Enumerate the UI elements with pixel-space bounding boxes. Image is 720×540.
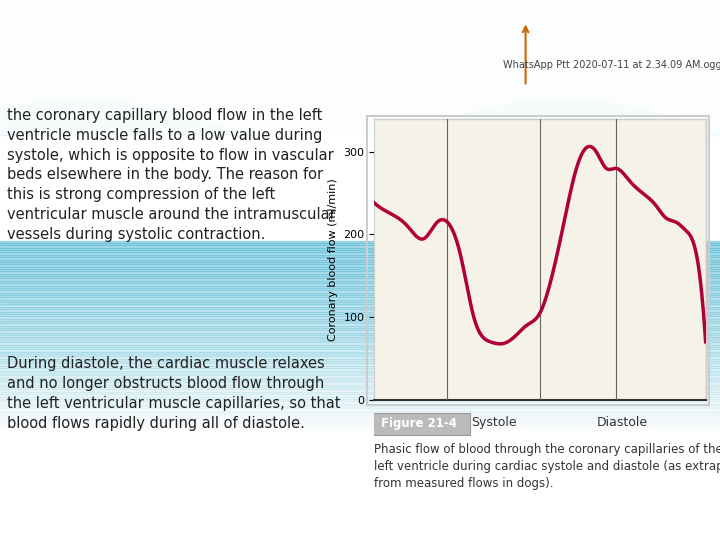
Bar [0, 403, 720, 406]
Bar [0, 309, 720, 312]
Bar [0, 286, 720, 288]
Bar [0, 422, 720, 425]
Bar [0, 257, 720, 260]
Bar [0, 288, 720, 291]
Bar [0, 271, 720, 274]
Bar [0, 418, 720, 420]
Bar [0, 382, 720, 384]
Bar [0, 427, 720, 430]
Bar [0, 316, 720, 319]
Text: Diastole: Diastole [597, 416, 649, 429]
Bar [0, 361, 720, 363]
Bar [0, 298, 720, 300]
Bar [0, 276, 720, 279]
Bar [0, 250, 720, 252]
Text: Systole: Systole [471, 416, 516, 429]
Bar [0, 340, 720, 342]
Bar [0, 394, 720, 396]
Bar [0, 356, 720, 359]
Bar [0, 408, 720, 411]
Y-axis label: Coronary blood flow (ml/min): Coronary blood flow (ml/min) [328, 178, 338, 341]
Bar [0, 252, 720, 255]
Bar [0, 283, 720, 286]
Bar [0, 323, 720, 326]
Bar [0, 396, 720, 399]
Bar [0, 347, 720, 349]
Bar [0, 241, 720, 243]
Bar [0, 354, 720, 356]
Bar [0, 380, 720, 382]
Bar [0, 248, 720, 250]
Bar [0, 342, 720, 345]
Bar [0, 264, 720, 267]
Bar [0, 375, 720, 377]
Bar [0, 295, 720, 298]
Bar [0, 260, 720, 262]
Bar [0, 370, 720, 373]
Bar [0, 392, 720, 394]
Bar [0, 328, 720, 330]
Bar [0, 319, 720, 321]
Bar [0, 349, 720, 352]
Bar [0, 359, 720, 361]
Bar [0, 279, 720, 281]
Bar [0, 274, 720, 276]
Bar [0, 387, 720, 389]
Bar [0, 300, 720, 302]
Bar [0, 245, 720, 248]
Bar [0, 269, 720, 271]
Bar [0, 293, 720, 295]
Bar [0, 366, 720, 368]
Bar [0, 326, 720, 328]
Bar [0, 335, 720, 338]
Bar [0, 262, 720, 264]
Bar [0, 333, 720, 335]
Bar [0, 368, 720, 370]
Bar [0, 415, 720, 418]
Bar [0, 384, 720, 387]
Bar [0, 281, 720, 283]
Bar [0, 330, 720, 333]
Bar [0, 399, 720, 401]
Bar [0, 290, 720, 293]
Bar [0, 302, 720, 305]
FancyBboxPatch shape [368, 413, 470, 435]
Text: Phasic flow of blood through the coronary capillaries of the human
left ventricl: Phasic flow of blood through the coronar… [374, 443, 720, 490]
Bar [0, 363, 720, 366]
Bar [0, 0, 720, 135]
Bar [0, 413, 720, 415]
Bar [0, 389, 720, 392]
Text: During diastole, the cardiac muscle relaxes
and no longer obstructs blood flow t: During diastole, the cardiac muscle rela… [7, 356, 341, 431]
Bar [0, 345, 720, 347]
Bar [0, 305, 720, 307]
Bar [0, 425, 720, 427]
Bar [0, 377, 720, 380]
Text: the coronary capillary blood flow in the left
ventricle muscle falls to a low va: the coronary capillary blood flow in the… [7, 108, 336, 242]
Bar [0, 267, 720, 269]
Bar [0, 406, 720, 408]
Bar [0, 243, 720, 245]
Bar [0, 312, 720, 314]
Bar [0, 255, 720, 257]
Bar [0, 321, 720, 323]
Bar [0, 314, 720, 316]
Bar [0, 411, 720, 413]
Text: WhatsApp Ptt 2020-07-11 at 2.34.09 AM.ogg: WhatsApp Ptt 2020-07-11 at 2.34.09 AM.og… [503, 60, 720, 70]
Bar [0, 338, 720, 340]
Bar [0, 307, 720, 309]
Text: Figure 21-4: Figure 21-4 [381, 417, 457, 430]
Bar [0, 401, 720, 403]
Bar [0, 420, 720, 422]
Bar [0, 352, 720, 354]
Bar [0, 373, 720, 375]
